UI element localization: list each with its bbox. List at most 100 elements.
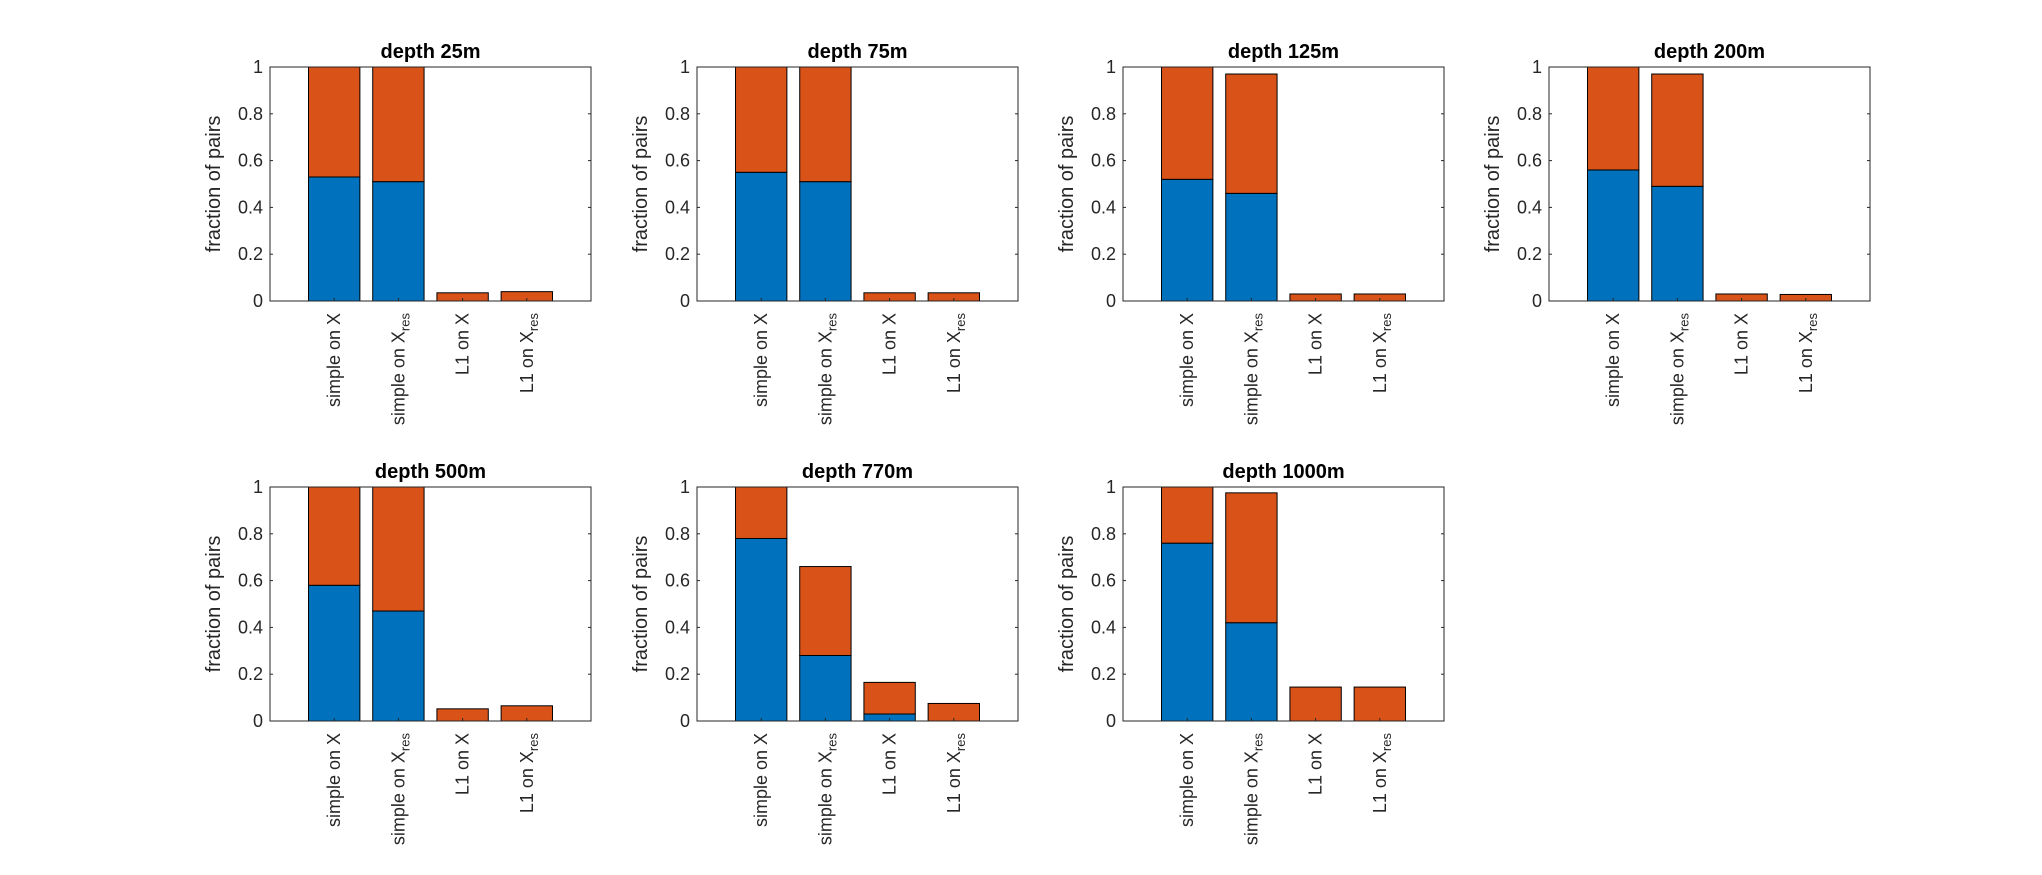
y-tick-label: 0.6 <box>1091 151 1116 171</box>
bar-segment <box>1161 66 1214 180</box>
y-tick-label: 0.6 <box>238 571 263 591</box>
bar-segment <box>799 181 852 302</box>
bar-segment <box>1225 192 1278 302</box>
y-tick-label: 0.8 <box>665 104 690 124</box>
bar-segment <box>799 654 852 722</box>
y-tick-label: 0.2 <box>665 244 690 264</box>
bar-segment <box>735 537 788 722</box>
subplot-title: depth 75m <box>807 41 907 63</box>
x-tick-label: simple on Xres <box>815 733 839 846</box>
x-tick-label: L1 on Xres <box>517 313 541 394</box>
axes-box <box>269 486 592 722</box>
y-tick-label: 0.2 <box>1091 244 1116 264</box>
y-tick-label: 0 <box>1532 291 1542 311</box>
y-tick-label: 0.8 <box>238 524 263 544</box>
bar-segment <box>372 66 425 183</box>
y-tick-label: 0.8 <box>1091 104 1116 124</box>
bar-segment <box>735 171 788 302</box>
bar-segment <box>735 486 788 539</box>
x-tick-label: simple on Xres <box>388 313 412 426</box>
y-tick-label: 0 <box>253 711 263 731</box>
y-tick-label: 0.2 <box>238 664 263 684</box>
y-tick-label: 0.4 <box>1091 617 1116 637</box>
bar-segment <box>372 181 425 302</box>
x-tick-label: L1 on Xres <box>517 733 541 814</box>
subplot-4: simple on X simple on Xres L1 on X L1 on Xr… <box>1482 41 1871 426</box>
y-tick-label: 0.8 <box>1517 104 1542 124</box>
y-tick-label: 1 <box>1106 57 1116 77</box>
x-tick-label: simple on Xres <box>1241 313 1265 426</box>
y-tick-label: 0.4 <box>1091 197 1116 217</box>
bar-segment <box>863 681 916 715</box>
x-tick-label: simple on X <box>1177 733 1197 827</box>
y-tick-label: 0.8 <box>238 104 263 124</box>
x-tick-label: L1 on X <box>1306 313 1326 375</box>
bar-segment <box>1225 73 1278 194</box>
x-tick-label: L1 on Xres <box>1370 313 1394 394</box>
x-tick-label: simple on X <box>1177 313 1197 407</box>
x-tick-label: L1 on Xres <box>1370 733 1394 814</box>
bar-segment <box>1353 686 1406 722</box>
bar-segment <box>1289 686 1342 722</box>
y-tick-label: 0.4 <box>238 197 263 217</box>
y-tick-label: 0 <box>680 711 690 731</box>
y-tick-label: 1 <box>680 477 690 497</box>
subplot-title: depth 25m <box>380 41 480 63</box>
subplot-title: depth 125m <box>1228 41 1339 63</box>
x-tick-label: L1 on X <box>880 733 900 795</box>
y-tick-label: 0.6 <box>665 151 690 171</box>
subplot-3: simple on X simple on Xres L1 on X L1 on Xr… <box>1056 41 1445 426</box>
y-tick-label: 0.6 <box>238 151 263 171</box>
y-tick-label: 0.2 <box>1091 664 1116 684</box>
subplot-title: depth 200m <box>1654 41 1765 63</box>
x-tick-label: L1 on X <box>453 313 473 375</box>
bar-segment <box>1587 169 1640 302</box>
x-tick-label: L1 on X <box>453 733 473 795</box>
subplot-title: depth 500m <box>375 461 486 483</box>
y-tick-label: 0.4 <box>665 617 690 637</box>
bar-segment <box>1161 542 1214 722</box>
axes-box <box>696 486 1019 722</box>
x-tick-label: simple on X <box>324 733 344 827</box>
axes-box <box>1122 66 1445 302</box>
bar-segment <box>1225 492 1278 624</box>
bar-segment <box>1225 622 1278 722</box>
x-tick-label: simple on Xres <box>1667 313 1691 426</box>
y-tick-label: 0.6 <box>1091 571 1116 591</box>
x-tick-label: simple on X <box>1603 313 1623 407</box>
y-tick-label: 0 <box>680 291 690 311</box>
bar-segment <box>308 486 361 586</box>
x-tick-label: simple on X <box>324 313 344 407</box>
x-tick-label: simple on Xres <box>1241 733 1265 846</box>
y-tick-label: 0.4 <box>1517 197 1542 217</box>
subplot-2: simple on X simple on Xres L1 on X L1 on Xr… <box>630 41 1019 425</box>
y-tick-label: 1 <box>680 57 690 77</box>
x-tick-label: L1 on Xres <box>944 313 968 394</box>
y-axis-label: fraction of pairs <box>1056 536 1078 673</box>
bar-segment <box>372 610 425 722</box>
y-tick-label: 0.6 <box>1517 151 1542 171</box>
subplot-title: depth 770m <box>802 461 913 483</box>
axes-box <box>269 66 592 302</box>
subplot-title: depth 1000m <box>1222 461 1344 483</box>
y-tick-label: 0 <box>1106 291 1116 311</box>
x-tick-label: simple on Xres <box>388 733 412 846</box>
y-tick-label: 0 <box>253 291 263 311</box>
y-axis-label: fraction of pairs <box>1056 116 1078 253</box>
y-axis-label: fraction of pairs <box>203 536 225 673</box>
y-tick-label: 1 <box>1106 477 1116 497</box>
x-tick-label: simple on X <box>751 733 771 827</box>
axes-box <box>696 66 1019 302</box>
subplot-7: simple on X simple on Xres L1 on X L1 on Xr… <box>1056 461 1445 846</box>
y-tick-label: 1 <box>1532 57 1542 77</box>
x-tick-label: L1 on Xres <box>1796 313 1820 394</box>
y-tick-label: 0.8 <box>665 524 690 544</box>
bar-segment <box>1587 66 1640 171</box>
subplot-1: simple on X simple on Xres L1 on X L1 on Xr… <box>203 41 592 426</box>
axes-box <box>1122 486 1445 722</box>
y-tick-label: 0.2 <box>1517 244 1542 264</box>
y-tick-label: 0.2 <box>665 664 690 684</box>
y-tick-label: 0.2 <box>238 244 263 264</box>
subplot-5: simple on X simple on Xres L1 on X L1 on Xr… <box>203 461 592 846</box>
